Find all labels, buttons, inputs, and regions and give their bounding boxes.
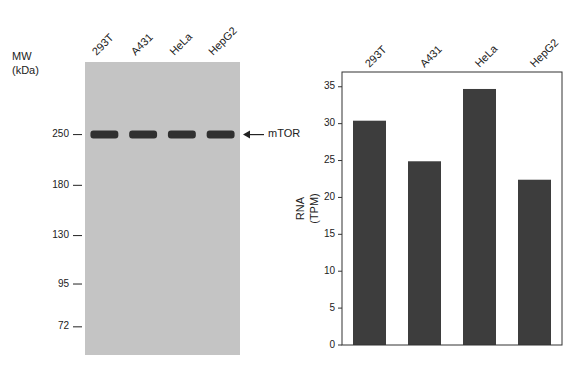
band xyxy=(90,131,118,139)
annotation: mTOR xyxy=(268,127,300,139)
y-tick-label: 20 xyxy=(324,191,336,202)
y-tick-label: 0 xyxy=(329,339,335,350)
plot-frame xyxy=(342,72,562,345)
bars xyxy=(353,89,551,345)
arrow-head xyxy=(243,131,250,139)
mw-tick xyxy=(73,134,82,135)
mw-label: 250 xyxy=(52,128,69,139)
y-tick xyxy=(338,86,342,87)
bar xyxy=(408,161,441,345)
text-line: RNA xyxy=(294,196,306,220)
page: {"chart_data": [ {"type": "blot", "categ… xyxy=(0,0,582,378)
mw-header: MW (kDa) xyxy=(12,50,39,76)
bar xyxy=(518,180,551,345)
text-line: MW xyxy=(12,50,32,62)
bands xyxy=(90,131,234,139)
figure: 293TA431HeLaHepG22501801309572MW(kDa)mTO… xyxy=(0,0,582,378)
mw-label: 72 xyxy=(58,320,70,331)
y-tick-label: 25 xyxy=(324,154,336,165)
mw-tick xyxy=(73,235,82,236)
lane-label: HeLa xyxy=(167,30,195,58)
mw-tick xyxy=(73,326,82,327)
y-tick xyxy=(338,308,342,309)
x-tick-label: HeLa xyxy=(472,42,500,70)
gel-background xyxy=(85,62,240,355)
mw-label: 95 xyxy=(58,278,70,289)
lane-label: HepG2 xyxy=(206,24,239,57)
x-tick-label: A431 xyxy=(417,43,444,70)
y-tick xyxy=(338,271,342,272)
mw-label: 180 xyxy=(52,179,69,190)
band xyxy=(129,131,157,139)
x-tick-label: HepG2 xyxy=(527,36,560,69)
y-tick-label: 30 xyxy=(324,117,336,128)
y-tick xyxy=(338,123,342,124)
bar xyxy=(463,89,496,345)
y-tick-label: 5 xyxy=(329,302,335,313)
bar xyxy=(353,121,386,345)
y-tick xyxy=(338,160,342,161)
band xyxy=(207,131,235,139)
text-line: (kDa) xyxy=(12,64,39,76)
y-tick xyxy=(338,345,342,346)
blot-panel: 293T A431 HeLa HepG2 250 180 130 95 72 MW (kDa) mTO… xyxy=(12,24,300,355)
chart-container: 293TA431HeLaHepG22501801309572MW(kDa)mTO… xyxy=(0,0,582,378)
y-tick-label: 35 xyxy=(324,80,336,91)
annotation-arrow xyxy=(243,131,264,139)
y-tick-label: 15 xyxy=(324,228,336,239)
y-axis-label: RNA(TPM) xyxy=(294,193,320,224)
y-tick-label: 10 xyxy=(324,265,336,276)
y-tick xyxy=(338,234,342,235)
y-tick xyxy=(338,197,342,198)
band xyxy=(168,131,196,139)
lane-label: A431 xyxy=(128,31,155,58)
bar-panel: 0 5 10 15 20 25 30 35 293T A431 HeLa HepG2 RNA(TPM) xyxy=(294,36,562,349)
mw-tick xyxy=(73,185,82,186)
x-tick-label: 293T xyxy=(362,43,388,69)
lane-label: 293T xyxy=(90,31,116,57)
mw-tick xyxy=(73,284,82,285)
text-line: (TPM) xyxy=(308,193,320,224)
mw-label: 130 xyxy=(52,229,69,240)
